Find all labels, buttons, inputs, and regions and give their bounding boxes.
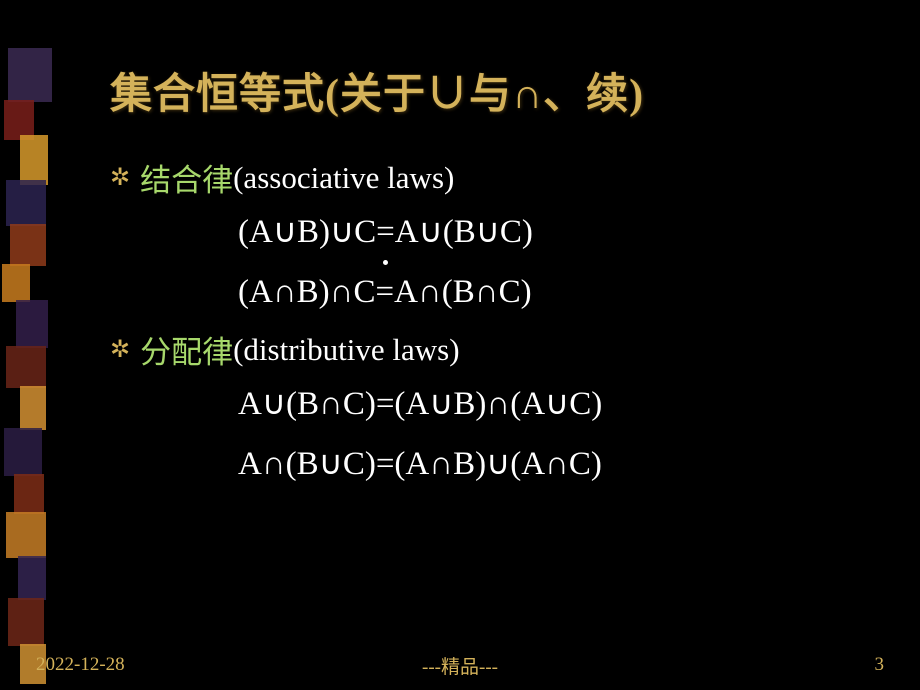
interpunct-icon <box>383 260 388 265</box>
footer-center-label: ---精品--- <box>422 652 498 679</box>
slide-title: 集合恒等式(关于∪与∩、续) <box>110 60 872 121</box>
bullet-line: ✲ 结合律 (associative laws) <box>110 155 872 200</box>
footer-page-number: 3 <box>875 654 885 676</box>
slide-footer: 2022-12-28 ---精品--- 3 <box>0 654 920 676</box>
formula: (A∪B)∪C=A∪(B∪C) <box>110 208 872 258</box>
bullet-icon: ✲ <box>110 166 130 190</box>
section-distributive: ✲ 分配律 (distributive laws) A∪(B∩C)=(A∪B)∩… <box>110 327 872 489</box>
law-name-cn: 结合律 <box>140 155 233 200</box>
bullet-line: ✲ 分配律 (distributive laws) <box>110 327 872 372</box>
formula: (A∩B)∩C=A∩(B∩C) <box>110 268 872 318</box>
footer-date: 2022-12-28 <box>36 654 125 676</box>
formula: A∩(B∪C)=(A∩B)∪(A∩C) <box>110 440 872 490</box>
section-associative: ✲ 结合律 (associative laws) (A∪B)∪C=A∪(B∪C)… <box>110 155 872 317</box>
law-name-en: (associative laws) <box>233 160 454 196</box>
slide-content: 集合恒等式(关于∪与∩、续) ✲ 结合律 (associative laws) … <box>0 0 920 690</box>
formula-text: (A∩B)∩C=A∩(B∩C) <box>238 274 532 310</box>
bullet-icon: ✲ <box>110 338 130 362</box>
law-name-en: (distributive laws) <box>233 332 459 368</box>
formula: A∪(B∩C)=(A∪B)∩(A∪C) <box>110 380 872 430</box>
law-name-cn: 分配律 <box>140 327 233 372</box>
